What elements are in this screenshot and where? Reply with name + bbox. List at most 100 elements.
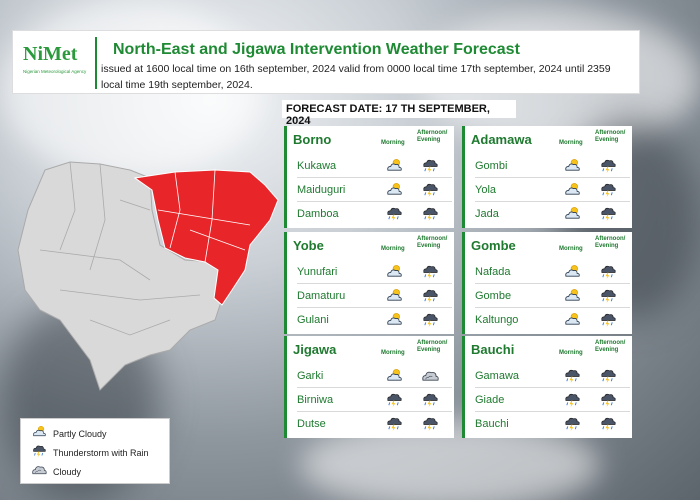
location-name: Bauchi xyxy=(475,418,509,430)
location-row: Dutse xyxy=(297,414,452,436)
thunderstorm-icon xyxy=(599,206,617,222)
legend-label: Cloudy xyxy=(53,467,82,477)
location-name: Yola xyxy=(475,184,497,196)
state-name: Adamawa xyxy=(471,132,532,147)
morning-header: Morning xyxy=(559,140,583,146)
partly-cloudy-icon xyxy=(385,158,403,174)
map-region-northeast xyxy=(133,169,279,306)
state-panel-jigawa: Jigawa Morning Afternoon/Evening Garki Birni… xyxy=(284,336,454,438)
nigeria-map xyxy=(17,161,279,391)
afternoon-label: Afternoon/ xyxy=(417,340,448,346)
thunderstorm-icon xyxy=(421,182,439,198)
location-name: Gulani xyxy=(297,314,329,326)
partly-cloudy-icon xyxy=(385,368,403,384)
morning-header: Morning xyxy=(381,246,405,252)
legend-item: Thunderstorm with Rain xyxy=(31,444,149,462)
thunderstorm-icon xyxy=(563,416,581,432)
evening-label: Evening xyxy=(595,137,619,143)
location-name: Jada xyxy=(475,208,499,220)
partly-cloudy-icon xyxy=(385,182,403,198)
afternoon-label: Afternoon/ xyxy=(417,130,448,136)
afternoon-header: Afternoon/Evening xyxy=(417,340,447,354)
location-row: Gulani xyxy=(297,310,452,332)
thunderstorm-icon xyxy=(421,206,439,222)
partly-cloudy-icon xyxy=(563,264,581,280)
evening-label: Evening xyxy=(595,347,619,353)
location-row: Kaltungo xyxy=(475,310,630,332)
location-row: Damaturu xyxy=(297,286,452,308)
location-name: Nafada xyxy=(475,266,511,278)
afternoon-label: Afternoon/ xyxy=(595,340,626,346)
thunderstorm-icon xyxy=(599,312,617,328)
thunderstorm-icon xyxy=(421,288,439,304)
state-name: Borno xyxy=(293,132,332,147)
location-name: Garki xyxy=(297,370,324,382)
location-row: Kukawa xyxy=(297,156,452,178)
partly-cloudy-icon xyxy=(385,288,403,304)
morning-header: Morning xyxy=(559,350,583,356)
state-panel-borno: Borno Morning Afternoon/Evening Kukawa Maidu… xyxy=(284,126,454,228)
partly-cloudy-icon xyxy=(563,312,581,328)
location-row: Nafada xyxy=(475,262,630,284)
location-row: Yola xyxy=(475,180,630,202)
afternoon-label: Afternoon/ xyxy=(417,236,448,242)
state-panel-gombe: Gombe Morning Afternoon/Evening Nafada Gombe… xyxy=(462,232,632,334)
state-name: Yobe xyxy=(293,238,324,253)
location-row: Garki xyxy=(297,366,452,388)
thunderstorm-icon xyxy=(599,392,617,408)
thunderstorm-icon xyxy=(421,392,439,408)
thunderstorm-icon xyxy=(599,288,617,304)
location-row: Birniwa xyxy=(297,390,452,412)
location-name: Kukawa xyxy=(297,160,337,172)
header-divider xyxy=(95,37,97,89)
afternoon-header: Afternoon/Evening xyxy=(595,130,625,144)
afternoon-header: Afternoon/Evening xyxy=(417,236,447,250)
state-panel-bauchi: Bauchi Morning Afternoon/Evening Gamawa Giad… xyxy=(462,336,632,438)
afternoon-header: Afternoon/Evening xyxy=(595,236,625,250)
location-row: Gombe xyxy=(475,286,630,308)
location-name: Kaltungo xyxy=(475,314,519,326)
thunderstorm-icon xyxy=(385,206,403,222)
thunderstorm-icon xyxy=(385,392,403,408)
thunderstorm-icon xyxy=(599,182,617,198)
partly-cloudy-icon xyxy=(563,206,581,222)
location-name: Gamawa xyxy=(475,370,520,382)
logo-text: NiMet xyxy=(23,43,78,65)
thunderstorm-icon xyxy=(599,416,617,432)
state-name: Jigawa xyxy=(293,342,337,357)
evening-label: Evening xyxy=(417,243,441,249)
thunderstorm-icon xyxy=(563,368,581,384)
logo-subtitle: Nigerian Meteorological Agency xyxy=(23,69,87,74)
thunderstorm-icon xyxy=(421,312,439,328)
state-panel-yobe: Yobe Morning Afternoon/Evening Yunufari Dama… xyxy=(284,232,454,334)
location-row: Giade xyxy=(475,390,630,412)
afternoon-header: Afternoon/Evening xyxy=(417,130,447,144)
thunderstorm-icon xyxy=(31,444,47,463)
cloudy-icon xyxy=(421,368,439,384)
afternoon-label: Afternoon/ xyxy=(595,236,626,242)
afternoon-header: Afternoon/Evening xyxy=(595,340,625,354)
cloudy-icon xyxy=(31,463,47,482)
location-name: Damaturu xyxy=(297,290,346,302)
location-row: Gombi xyxy=(475,156,630,178)
evening-label: Evening xyxy=(417,137,441,143)
header-banner: NiMet Nigerian Meteorological Agency Nor… xyxy=(12,30,640,94)
state-name: Gombe xyxy=(471,238,516,253)
location-row: Bauchi xyxy=(475,414,630,436)
thunderstorm-icon xyxy=(421,264,439,280)
partly-cloudy-icon xyxy=(563,158,581,174)
legend-item: Partly Cloudy xyxy=(31,425,107,443)
evening-label: Evening xyxy=(595,243,619,249)
partly-cloudy-icon xyxy=(563,288,581,304)
thunderstorm-icon xyxy=(599,368,617,384)
forecast-date: FORECAST DATE: 17 TH SEPTEMBER, 2024 xyxy=(282,100,516,127)
thunderstorm-icon xyxy=(421,416,439,432)
location-name: Giade xyxy=(475,394,505,406)
location-name: Yunufari xyxy=(297,266,338,278)
state-name: Bauchi xyxy=(471,342,515,357)
location-row: Gamawa xyxy=(475,366,630,388)
thunderstorm-icon xyxy=(385,416,403,432)
location-name: Gombe xyxy=(475,290,512,302)
issued-text: issued at 1600 local time on 16th septem… xyxy=(101,63,611,91)
legend-item: Cloudy xyxy=(31,463,81,481)
